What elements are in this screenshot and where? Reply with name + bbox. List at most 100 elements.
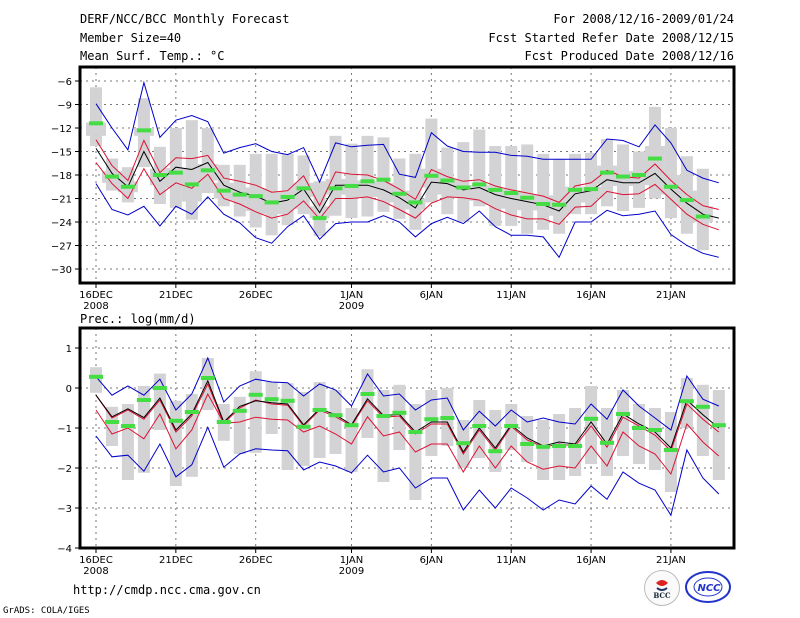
observed-marker	[328, 413, 343, 418]
ensemble-range-box	[329, 390, 342, 454]
ensemble-quartile-box	[501, 190, 522, 209]
y-tick-label: 1	[66, 344, 72, 355]
observed-marker	[104, 420, 119, 424]
chart-title: DERF/NCC/BCC Monthly Forecast	[80, 12, 290, 26]
ensemble-quartile-box	[581, 186, 602, 199]
observed-marker	[89, 121, 103, 126]
x-tick-label: 21JAN	[656, 555, 686, 566]
series-mean-plus-sd	[95, 382, 720, 455]
observed-marker	[568, 187, 583, 192]
observed-marker	[663, 448, 678, 452]
source-url[interactable]: http://cmdp.ncc.cma.gov.cn	[73, 583, 261, 597]
observed-marker	[424, 173, 439, 178]
x-tick-label: 21DEC	[159, 555, 193, 566]
observed-marker	[536, 201, 551, 206]
observed-marker	[456, 441, 471, 446]
observed-marker	[488, 449, 503, 454]
ensemble-quartile-box	[261, 195, 282, 215]
x-tick-sublabel: 2009	[339, 301, 364, 312]
ensemble-range-box	[537, 153, 550, 230]
y-tick-label: −15	[51, 148, 72, 159]
observed-marker	[488, 187, 503, 192]
observed-marker	[392, 410, 407, 415]
ensemble-quartile-box	[389, 190, 410, 203]
grads-credit: GrADS: COLA/IGES	[3, 606, 90, 616]
y-tick-label: −12	[51, 124, 72, 135]
ensemble-range-box	[489, 410, 502, 472]
observed-marker	[600, 440, 615, 445]
series-mean-minus-sd	[95, 162, 719, 231]
observed-marker	[408, 200, 423, 205]
observed-marker	[504, 191, 519, 196]
ensemble-range-box	[281, 383, 294, 470]
observed-marker	[472, 424, 487, 428]
observed-marker	[264, 397, 279, 402]
ensemble-range-box	[121, 404, 134, 480]
ensemble-range-box	[90, 87, 102, 147]
x-tick-label: 6JAN	[420, 555, 443, 566]
observed-marker	[296, 186, 311, 191]
bottom-panel-variable: Prec.: log(mm/d)	[80, 312, 196, 326]
observed-marker	[695, 404, 710, 409]
observed-marker	[552, 444, 567, 448]
ncc-logo: NCC	[684, 570, 732, 604]
ensemble-range-box	[90, 367, 102, 393]
observed-marker	[168, 170, 183, 175]
observed-marker	[504, 424, 519, 428]
observed-marker	[280, 194, 295, 199]
y-tick-label: −6	[57, 77, 72, 88]
observed-marker	[536, 444, 551, 449]
y-tick-label: 0	[66, 384, 72, 395]
observed-marker	[184, 182, 199, 187]
observed-marker	[616, 412, 631, 416]
series-ensemble-max	[95, 356, 719, 431]
observed-marker	[616, 174, 631, 179]
ensemble-range-box	[393, 384, 406, 450]
member-size: Member Size=40	[80, 31, 182, 45]
observed-marker	[647, 156, 662, 161]
svg-text:NCC: NCC	[697, 583, 721, 594]
observed-marker	[440, 178, 455, 183]
ensemble-range-box	[297, 392, 310, 466]
x-tick-label: 21DEC	[159, 290, 193, 301]
ensemble-quartile-box	[597, 165, 618, 185]
series-ensemble-mean	[95, 148, 719, 219]
observed-marker	[695, 214, 710, 219]
observed-marker	[248, 392, 263, 397]
series-mean-minus-sd	[95, 392, 720, 476]
x-tick-label: 11JAN	[496, 555, 526, 566]
observed-marker	[472, 182, 487, 187]
ensemble-range-box	[521, 416, 534, 462]
x-tick-label: 16JAN	[576, 555, 606, 566]
ensemble-range-box	[409, 153, 422, 230]
observed-marker	[376, 414, 391, 418]
x-tick-label: 26DEC	[239, 290, 273, 301]
observed-marker	[104, 174, 119, 179]
ensemble-range-box	[521, 144, 534, 234]
observed-marker	[344, 423, 359, 428]
observed-marker	[216, 420, 231, 424]
ensemble-range-box	[648, 408, 661, 470]
observed-marker	[552, 202, 567, 207]
ensemble-range-box	[137, 386, 150, 473]
series-ensemble-mean	[95, 379, 720, 453]
observed-marker	[136, 128, 151, 133]
y-tick-label: −30	[51, 265, 72, 276]
ensemble-range-box	[569, 408, 582, 476]
y-tick-label: −27	[51, 242, 72, 253]
observed-marker	[631, 173, 646, 177]
observed-marker	[232, 192, 247, 197]
observed-marker	[520, 195, 535, 200]
ensemble-range-box	[265, 382, 278, 434]
x-tick-label: 16DEC	[79, 555, 113, 566]
observed-marker	[344, 183, 359, 188]
observed-marker	[89, 374, 103, 379]
svg-text:BCC: BCC	[653, 591, 671, 600]
observed-marker	[328, 186, 343, 191]
series-ensemble-max	[95, 80, 719, 184]
observed-marker	[711, 423, 726, 428]
ensemble-quartile-box	[453, 185, 474, 197]
observed-marker	[408, 430, 423, 434]
